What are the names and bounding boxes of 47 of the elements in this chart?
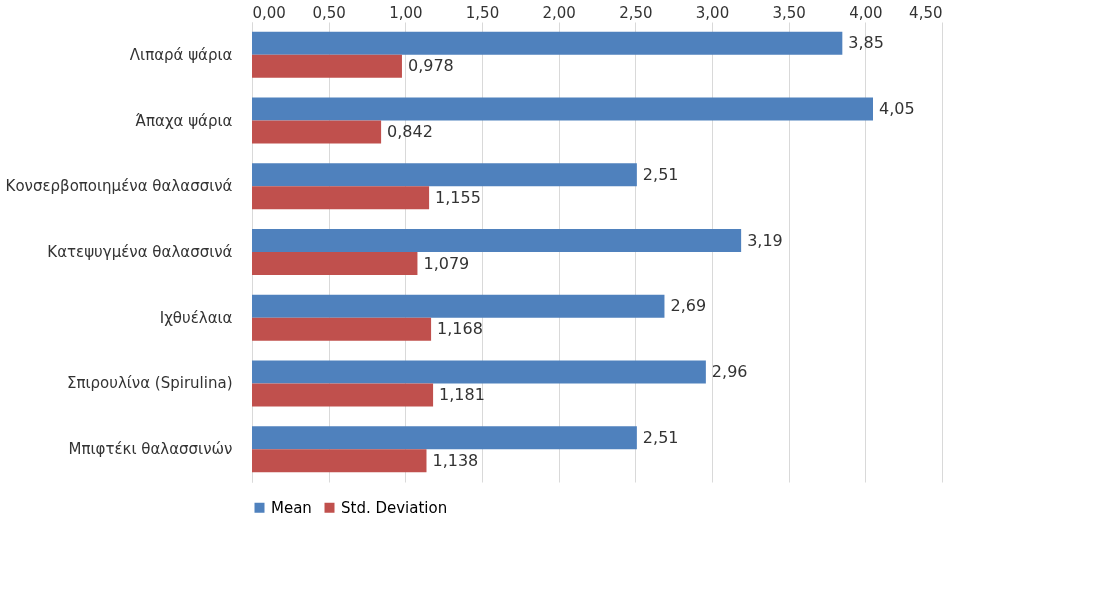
bar (252, 163, 637, 187)
data-label: 2,96 (711, 361, 748, 381)
data-label: 1,079 (423, 253, 470, 273)
data-label: 2,51 (642, 164, 679, 184)
bar (252, 383, 434, 407)
x-tick-label: 2,50 (619, 3, 653, 22)
x-tick-label: 3,50 (772, 3, 806, 22)
x-tick-label: 4,50 (909, 3, 943, 22)
data-label: 1,181 (439, 384, 485, 404)
bar (252, 317, 432, 341)
data-label: 0,842 (387, 122, 433, 142)
legend-label: Std. Deviation (341, 498, 448, 517)
data-label: 3,85 (848, 33, 884, 53)
bar (252, 54, 402, 78)
x-tick-label: 0,00 (252, 3, 286, 22)
data-label: 2,51 (642, 427, 679, 447)
x-tick-label: 1,50 (465, 3, 500, 22)
y-tick-label: Μπιφτέκι θαλασσινών (68, 440, 233, 459)
legend-label: Mean (271, 498, 312, 517)
bar (252, 252, 418, 275)
data-label: 2,69 (670, 296, 707, 316)
bar (252, 360, 706, 384)
bar (252, 229, 742, 252)
data-label: 0,978 (407, 56, 454, 76)
y-tick-label: Κονσερβοποιημένα θαλασσινά (5, 177, 233, 196)
y-tick-label: Κατεψυγμένα θαλασσινά (47, 243, 233, 261)
y-tick-label: Σπιρουλίνα (Spirulina) (66, 374, 233, 393)
data-label: 1,168 (437, 319, 483, 339)
bar (252, 294, 665, 318)
bar (252, 31, 843, 55)
bar (252, 426, 637, 450)
data-label: 4,05 (879, 99, 915, 119)
bar (252, 120, 382, 144)
x-tick-label: 4,00 (849, 3, 883, 22)
y-tick-label: Λιπαρά ψάρια (129, 45, 233, 64)
y-tick-label: Άπαχα ψάρια (135, 111, 233, 130)
bar (252, 186, 430, 210)
bar (252, 449, 427, 473)
data-label: 3,19 (747, 230, 783, 250)
x-tick-label: 2,00 (542, 3, 576, 22)
x-tick-label: 1,00 (389, 3, 423, 22)
bar (252, 97, 873, 121)
y-tick-label: Ιχθυέλαια (159, 308, 233, 327)
data-label: 1,155 (435, 187, 481, 207)
x-tick-label: 3,00 (695, 3, 730, 22)
data-label: 1,138 (432, 450, 479, 470)
x-tick-label: 0,50 (312, 3, 346, 22)
